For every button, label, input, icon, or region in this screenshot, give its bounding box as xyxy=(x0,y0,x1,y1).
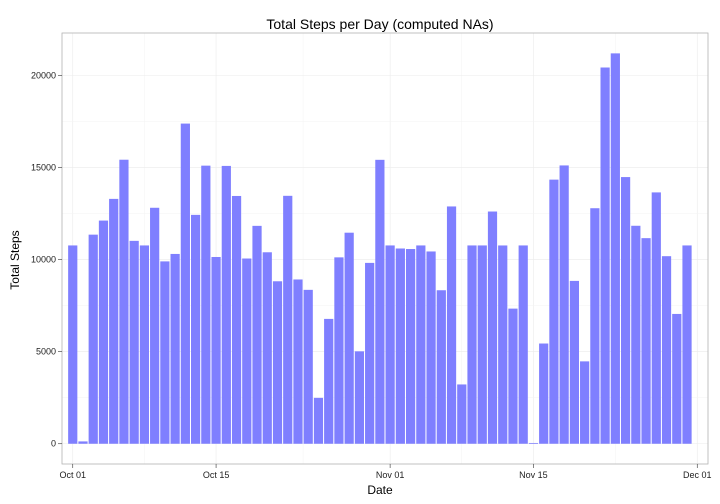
bar xyxy=(559,165,569,444)
x-tick-label: Oct 15 xyxy=(203,470,230,480)
bar xyxy=(344,232,354,444)
y-tick-label: 15000 xyxy=(31,162,56,172)
bar xyxy=(119,159,129,444)
bar xyxy=(385,245,395,444)
bars xyxy=(68,53,692,444)
bar xyxy=(549,179,559,444)
bar xyxy=(365,262,375,444)
bar xyxy=(661,256,672,444)
bar xyxy=(405,249,416,444)
bar xyxy=(78,441,88,444)
bar xyxy=(457,384,467,444)
bar xyxy=(498,245,508,444)
x-axis-title: Date xyxy=(367,483,393,497)
bar xyxy=(201,165,211,444)
bar xyxy=(467,245,477,444)
x-axis: Oct 01 Oct 15 Nov 01 Nov 15 Dec 01 xyxy=(59,464,712,480)
y-tick-label: 10000 xyxy=(31,255,56,265)
panel-border xyxy=(61,32,709,465)
bar xyxy=(303,289,313,444)
bar xyxy=(98,220,109,444)
gridlines xyxy=(62,33,708,464)
bar xyxy=(231,195,242,444)
bar xyxy=(651,192,661,444)
bar xyxy=(272,281,283,444)
bar xyxy=(160,261,170,444)
bar xyxy=(416,245,426,444)
bar xyxy=(539,343,549,444)
y-axis-title: Total Steps xyxy=(8,230,22,289)
bar xyxy=(682,245,692,444)
bar xyxy=(641,238,651,444)
bar xyxy=(600,67,610,444)
bar xyxy=(283,195,293,444)
bar xyxy=(180,123,190,444)
bar xyxy=(580,361,590,444)
bar xyxy=(139,245,150,444)
bar xyxy=(487,211,498,444)
bar xyxy=(672,313,682,444)
bar xyxy=(109,198,119,444)
panel-background xyxy=(62,33,708,464)
x-tick-label: Nov 01 xyxy=(376,470,405,480)
bar xyxy=(88,234,98,444)
bar xyxy=(620,177,631,444)
y-tick-label: 0 xyxy=(51,439,56,449)
bar xyxy=(631,225,641,444)
bar xyxy=(395,248,405,444)
chart-title: Total Steps per Day (computed NAs) xyxy=(266,16,493,32)
bar xyxy=(252,225,262,444)
y-tick-label: 20000 xyxy=(31,70,56,80)
y-tick-label: 5000 xyxy=(36,347,56,357)
bar xyxy=(477,245,487,444)
bar xyxy=(528,442,539,444)
y-axis: 0 5000 10000 15000 20000 xyxy=(31,70,62,449)
bar xyxy=(569,280,579,444)
bar xyxy=(129,240,139,444)
bar xyxy=(242,258,252,444)
bar xyxy=(446,206,457,444)
bar xyxy=(293,279,303,444)
bar xyxy=(211,256,221,444)
bar xyxy=(324,318,334,444)
bar xyxy=(221,165,231,444)
bar xyxy=(590,208,600,444)
bar xyxy=(313,397,324,444)
plot-panel xyxy=(61,32,709,465)
bar xyxy=(354,351,365,444)
bar xyxy=(68,245,78,444)
bar xyxy=(170,253,180,444)
bar xyxy=(262,252,272,444)
bar xyxy=(375,159,385,444)
bar xyxy=(518,245,528,444)
bar xyxy=(191,214,201,444)
x-tick-label: Dec 01 xyxy=(683,470,712,480)
bar xyxy=(150,207,160,444)
x-tick-label: Oct 01 xyxy=(59,470,86,480)
bar xyxy=(610,53,620,444)
bar xyxy=(334,257,344,444)
bar xyxy=(436,290,446,444)
x-tick-label: Nov 15 xyxy=(519,470,548,480)
bar xyxy=(426,251,436,444)
bar xyxy=(508,308,518,444)
